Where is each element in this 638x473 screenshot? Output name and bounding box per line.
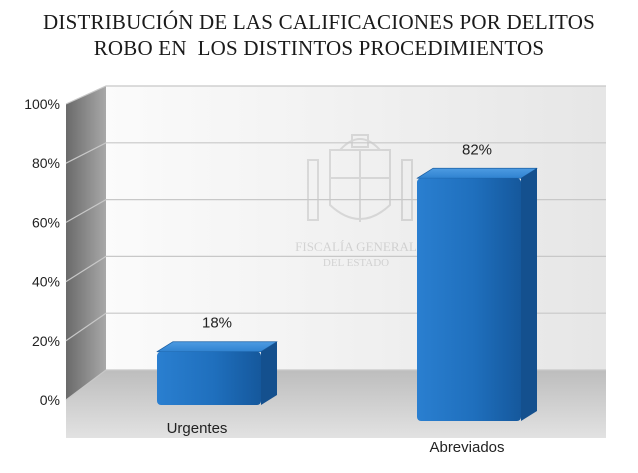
watermark-line-2: DEL ESTADO xyxy=(323,257,389,269)
y-tick-label: 0% xyxy=(40,392,60,408)
bar-side-face xyxy=(261,341,277,405)
y-axis-ticks: 0% 20% 40% 60% 80% 100% xyxy=(24,96,60,408)
bar-front-face xyxy=(417,178,521,421)
y-tick-label: 40% xyxy=(32,274,60,290)
gridline xyxy=(65,85,606,105)
bars: 18% 82% xyxy=(156,141,538,421)
x-category-label: Abreviados xyxy=(429,439,504,456)
y-tick-label: 80% xyxy=(32,155,60,171)
chart-title-line-1: DISTRIBUCIÓN DE LAS CALIFICACIONES POR D… xyxy=(43,10,595,34)
y-tick-label: 20% xyxy=(32,333,60,349)
chart-title-line-2: ROBO EN LOS DISTINTOS PROCEDIMIENTOS xyxy=(93,36,545,60)
bar-top-face xyxy=(156,341,278,353)
watermark-line-1: FISCALÍA GENERAL xyxy=(295,239,417,254)
y-tick-label: 60% xyxy=(32,214,60,230)
x-category-label: Urgentes xyxy=(167,420,228,437)
bar-side-face xyxy=(521,168,537,421)
data-label: 18% xyxy=(202,315,232,332)
y-tick-label: 100% xyxy=(24,96,60,112)
x-axis-labels: Urgentes Abreviados xyxy=(167,420,505,456)
bar-top-face xyxy=(416,167,538,179)
bar-front-face xyxy=(157,351,261,405)
watermark-seal: FISCALÍA GENERAL DEL ESTADO xyxy=(295,134,417,269)
side-wall xyxy=(66,86,106,400)
bar-abreviados xyxy=(416,167,538,421)
gridline xyxy=(65,142,606,164)
bar-urgentes xyxy=(156,341,278,405)
data-label: 82% xyxy=(462,141,492,158)
coat-of-arms-icon xyxy=(307,134,413,222)
